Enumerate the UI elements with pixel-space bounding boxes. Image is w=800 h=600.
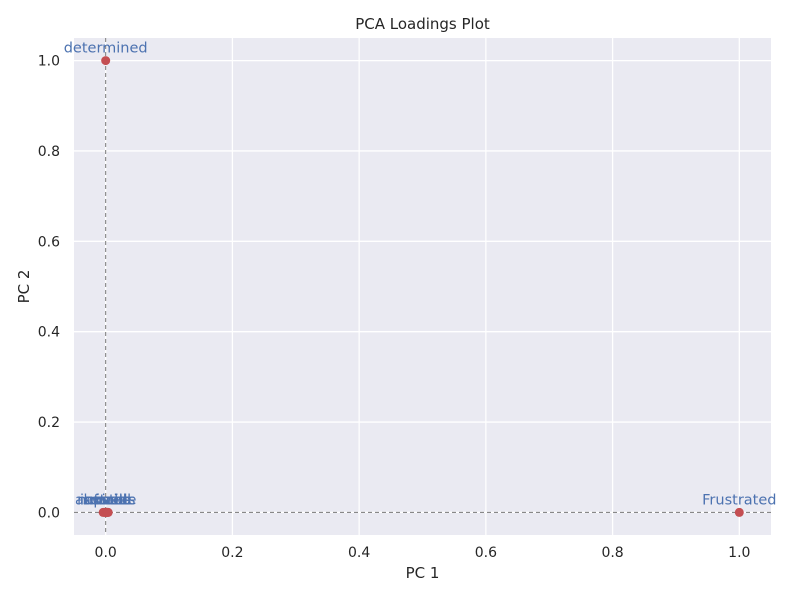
y-tick-label: 0.8	[38, 144, 60, 160]
x-tick-label: 0.0	[95, 545, 117, 561]
x-tick-label: 1.0	[728, 545, 750, 561]
data-points	[98, 56, 744, 517]
point-label: determined	[64, 41, 148, 57]
data-point	[101, 56, 111, 66]
x-axis-label: PC 1	[406, 564, 440, 582]
y-axis-label: PC 2	[15, 270, 33, 304]
y-tick-label: 0.4	[38, 325, 60, 341]
chart-title: PCA Loadings Plot	[355, 15, 490, 33]
point-label: scared	[83, 492, 131, 508]
x-tick-label: 0.8	[601, 545, 623, 561]
data-point	[734, 507, 744, 517]
reference-lines	[74, 38, 771, 535]
y-tick-label: 0.6	[38, 234, 60, 250]
x-tick-label: 0.4	[348, 545, 370, 561]
data-point	[103, 507, 113, 517]
point-label: nervous	[77, 492, 135, 508]
x-tick-label: 0.2	[221, 545, 243, 561]
point-label: upset	[84, 492, 125, 508]
grid-lines	[74, 38, 771, 535]
point-label: irritable	[80, 492, 137, 508]
y-tick-label: 1.0	[38, 54, 60, 70]
point-label: anxious	[75, 492, 131, 508]
point-labels: determined Frustrated anxiousupsetafraidne…	[64, 41, 777, 509]
point-label: afraid	[85, 492, 127, 508]
y-tick-label: 0.0	[38, 505, 60, 521]
point-label: Frustrated	[702, 492, 776, 508]
x-tick-labels: 0.0 0.2 0.4 0.6 0.8 1.0	[95, 545, 751, 561]
point-label: hostile	[83, 492, 131, 508]
y-tick-labels: 0.0 0.2 0.4 0.6 0.8 1.0	[38, 54, 60, 522]
x-tick-label: 0.6	[475, 545, 497, 561]
y-tick-label: 0.2	[38, 415, 60, 431]
plot-background	[74, 38, 771, 535]
